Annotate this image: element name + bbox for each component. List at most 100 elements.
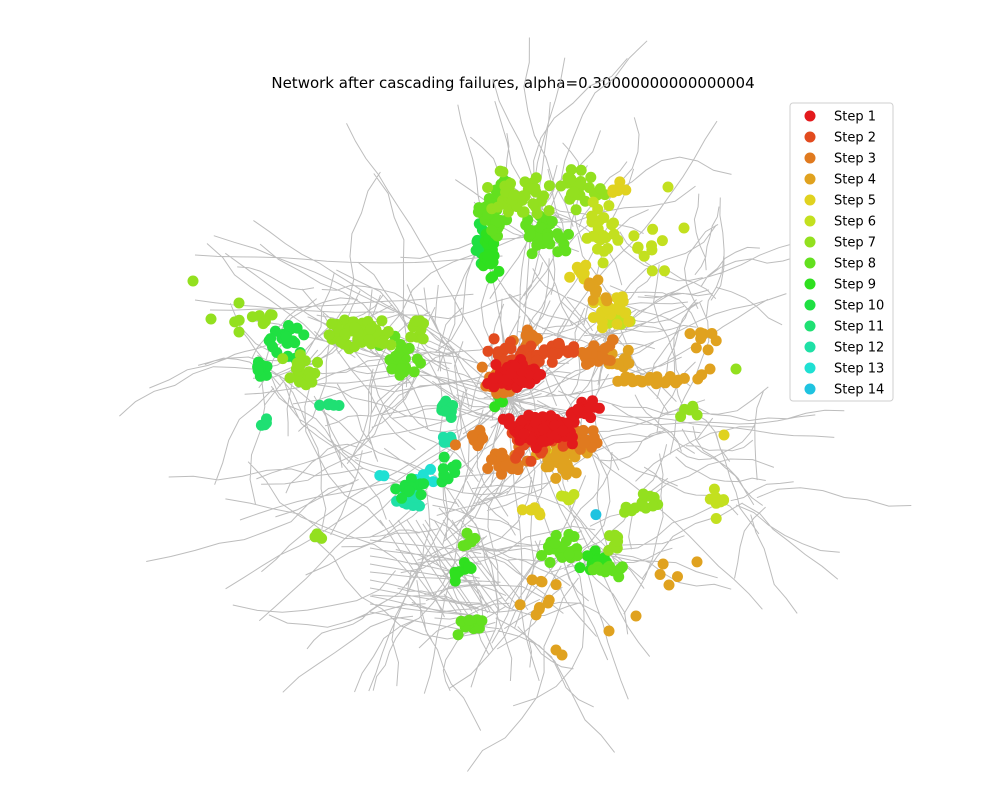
node-step-3: [599, 342, 611, 354]
node-step-10: [396, 492, 408, 504]
node-step-8: [544, 557, 556, 568]
node-step-6: [678, 222, 690, 234]
node-step-10: [437, 463, 449, 475]
node-step-2: [525, 455, 537, 467]
node-step-5: [718, 429, 730, 441]
legend-marker-step-11: [804, 320, 816, 332]
node-step-4: [534, 602, 545, 613]
node-step-10: [298, 329, 310, 341]
node-step-7: [482, 182, 494, 193]
node-step-9: [463, 561, 475, 573]
legend-marker-step-3: [804, 152, 816, 164]
node-step-7: [293, 358, 305, 370]
node-step-6: [586, 210, 598, 222]
node-step-6: [606, 219, 618, 231]
legend-marker-step-9: [804, 278, 816, 290]
legend-label-step-1: Step 1: [834, 110, 876, 125]
node-step-3: [577, 424, 589, 436]
node-step-6: [646, 265, 658, 277]
legend-label-step-12: Step 12: [834, 341, 884, 356]
legend-label-step-9: Step 9: [834, 278, 876, 293]
node-step-7: [604, 530, 615, 542]
node-step-7: [508, 189, 520, 201]
node-step-8: [571, 550, 583, 562]
node-step-6: [662, 181, 674, 193]
legend-label-step-2: Step 2: [834, 131, 876, 146]
node-step-5: [611, 318, 623, 330]
node-step-1: [584, 402, 596, 413]
node-step-5: [607, 184, 619, 196]
node-step-1: [518, 428, 530, 440]
node-step-7: [187, 275, 199, 287]
legend-label-step-10: Step 10: [834, 299, 884, 314]
legend-label-step-8: Step 8: [834, 257, 876, 272]
node-step-1: [525, 434, 537, 446]
node-step-7: [312, 356, 323, 368]
legend-label-step-13: Step 13: [834, 362, 884, 377]
node-step-8: [411, 353, 423, 365]
node-step-7: [233, 326, 245, 338]
node-step-8: [549, 537, 561, 549]
node-step-6: [602, 243, 614, 254]
node-step-10: [471, 236, 483, 248]
node-step-5: [575, 268, 587, 280]
legend-marker-step-1: [804, 110, 816, 122]
node-step-6: [587, 196, 599, 208]
node-step-7: [620, 501, 632, 513]
node-markers: [187, 164, 742, 661]
node-step-8: [401, 343, 413, 355]
node-step-8: [552, 228, 563, 240]
node-step-4: [684, 328, 696, 340]
node-step-7: [376, 315, 388, 327]
node-step-9: [487, 271, 499, 283]
node-step-2: [546, 356, 558, 368]
node-step-6: [568, 489, 580, 500]
node-step-2: [510, 452, 522, 464]
node-step-4: [543, 461, 555, 473]
node-step-8: [408, 366, 420, 378]
node-step-2: [499, 342, 511, 354]
node-step-13: [378, 470, 390, 482]
node-step-7: [527, 198, 539, 210]
node-step-4: [590, 287, 602, 299]
legend-marker-step-5: [804, 194, 816, 206]
legend-label-step-7: Step 7: [834, 236, 876, 251]
node-step-4: [630, 610, 642, 622]
node-step-5: [601, 303, 613, 315]
node-step-2: [531, 354, 543, 366]
node-step-4: [550, 472, 562, 484]
node-step-4: [570, 467, 582, 479]
node-step-7: [385, 339, 397, 351]
node-step-7: [233, 297, 245, 309]
node-step-9: [582, 550, 593, 562]
node-step-4: [542, 597, 554, 609]
node-step-6: [600, 232, 612, 244]
node-step-3: [580, 348, 592, 359]
node-step-7: [326, 318, 338, 330]
node-step-4: [612, 375, 624, 387]
node-step-1: [557, 425, 569, 437]
node-step-3: [578, 437, 590, 449]
node-step-7: [284, 372, 296, 384]
legend-marker-step-6: [804, 215, 816, 227]
node-step-7: [349, 341, 360, 353]
node-step-7: [257, 318, 269, 330]
node-step-7: [205, 313, 217, 325]
node-step-8: [542, 232, 554, 244]
node-step-5: [580, 259, 592, 271]
node-step-8: [524, 228, 536, 240]
node-step-11: [439, 405, 451, 417]
node-step-9: [574, 562, 586, 574]
node-step-3: [496, 447, 508, 459]
node-step-3: [482, 463, 494, 474]
node-step-8: [463, 614, 475, 626]
node-step-5: [614, 304, 625, 316]
node-step-5: [620, 184, 632, 196]
node-step-4: [583, 280, 595, 292]
node-step-4: [690, 342, 702, 354]
node-step-4: [622, 344, 634, 356]
node-step-3: [588, 432, 600, 443]
node-step-6: [647, 223, 659, 235]
node-step-7: [323, 329, 335, 341]
